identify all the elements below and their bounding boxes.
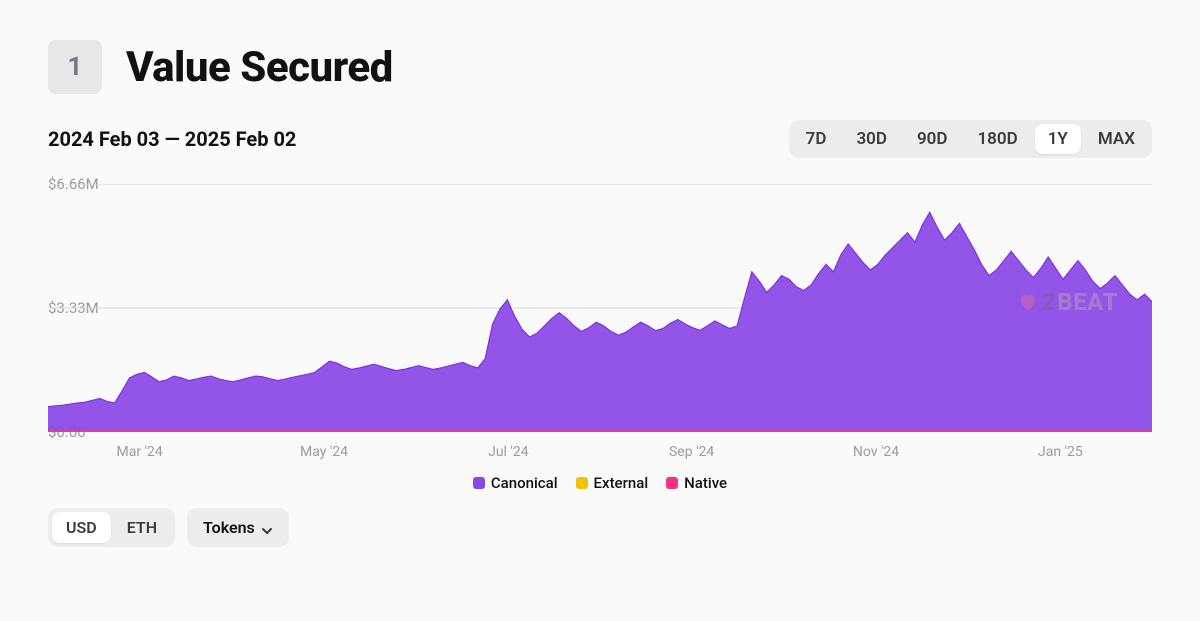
currency-usd[interactable]: USD bbox=[52, 512, 111, 543]
legend-item-external[interactable]: External bbox=[576, 474, 649, 492]
x-tick-label: Mar '24 bbox=[117, 444, 163, 460]
tokens-label: Tokens bbox=[203, 518, 255, 537]
chevron-down-icon bbox=[261, 522, 273, 534]
legend-item-native[interactable]: Native bbox=[666, 474, 727, 492]
range-selector: 7D30D90D180D1YMAX bbox=[789, 120, 1152, 158]
rank-number: 1 bbox=[68, 52, 83, 82]
range-btn-7d[interactable]: 7D bbox=[793, 124, 840, 154]
tokens-dropdown[interactable]: Tokens bbox=[187, 508, 289, 547]
legend-item-canonical[interactable]: Canonical bbox=[473, 474, 558, 492]
date-range: 2024 Feb 03 — 2025 Feb 02 bbox=[48, 127, 296, 151]
range-btn-max[interactable]: MAX bbox=[1085, 124, 1148, 154]
legend-swatch bbox=[666, 477, 678, 489]
subheader-row: 2024 Feb 03 — 2025 Feb 02 7D30D90D180D1Y… bbox=[48, 120, 1152, 158]
currency-selector: USDETH bbox=[48, 508, 175, 547]
legend-swatch bbox=[576, 477, 588, 489]
x-tick-label: Jul '24 bbox=[488, 444, 529, 460]
range-btn-1y[interactable]: 1Y bbox=[1035, 124, 1081, 154]
x-axis-labels: Mar '24 May '24 Jul '24 Sep '24 Nov '24 Jan '… bbox=[48, 444, 1152, 468]
x-tick-label: May '24 bbox=[300, 444, 348, 460]
area-chart-svg bbox=[48, 184, 1152, 432]
range-btn-90d[interactable]: 90D bbox=[904, 124, 961, 154]
x-tick-label: Sep '24 bbox=[669, 444, 714, 460]
legend-label: Canonical bbox=[491, 474, 558, 492]
legend-label: External bbox=[594, 474, 649, 492]
rank-badge: 1 bbox=[48, 40, 102, 94]
x-tick-label: Jan '25 bbox=[1038, 444, 1083, 460]
range-btn-30d[interactable]: 30D bbox=[843, 124, 900, 154]
footer-controls: USDETH Tokens bbox=[48, 508, 1152, 547]
chart-area: $0.00$3.33M$6.66M Mar '24May '24Jul '24S… bbox=[48, 172, 1152, 462]
legend-label: Native bbox=[684, 474, 727, 492]
x-tick-label: Nov '24 bbox=[853, 444, 899, 460]
page-title: Value Secured bbox=[126, 43, 393, 92]
currency-eth[interactable]: ETH bbox=[113, 512, 171, 543]
range-btn-180d[interactable]: 180D bbox=[964, 124, 1030, 154]
header-row: 1 Value Secured bbox=[48, 40, 1152, 94]
legend-row: Canonical External Native bbox=[48, 474, 1152, 492]
legend-swatch bbox=[473, 477, 485, 489]
